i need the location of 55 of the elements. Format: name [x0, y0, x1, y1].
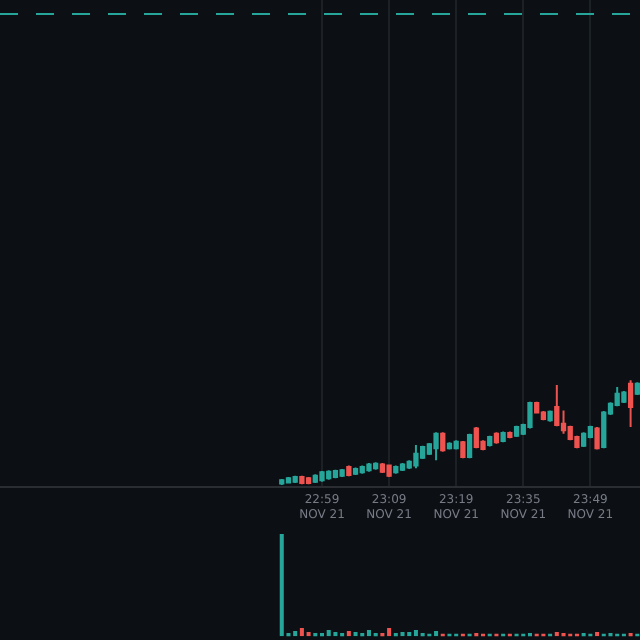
candlestick — [379, 462, 386, 474]
candlestick — [500, 430, 506, 444]
bar — [293, 631, 298, 637]
candlestick — [352, 466, 359, 475]
candlestick — [601, 410, 607, 450]
candlestick — [285, 476, 292, 484]
candlestick — [433, 431, 439, 462]
bar — [387, 627, 392, 637]
candlestick — [634, 381, 640, 396]
candlestick — [487, 434, 493, 448]
candlestick — [540, 410, 547, 422]
candlestick — [359, 464, 365, 475]
candlestick — [312, 473, 318, 484]
candlestick — [319, 469, 325, 483]
candlestick — [507, 430, 513, 440]
candlestick — [420, 444, 426, 461]
bar — [413, 630, 418, 637]
candlestick — [386, 463, 392, 479]
candlestick — [587, 424, 593, 440]
candlestick — [534, 400, 540, 415]
candlestick — [473, 426, 479, 450]
candlestick — [366, 462, 372, 473]
candlestick — [446, 441, 453, 450]
candlestick — [339, 467, 345, 479]
bar — [326, 630, 331, 637]
candlestick — [547, 409, 553, 423]
candlestick — [305, 477, 312, 486]
candlestick — [279, 478, 285, 486]
candlestick — [399, 462, 406, 472]
bar — [434, 631, 439, 637]
candlestick — [440, 431, 446, 453]
candlestick — [373, 461, 379, 470]
candlestick — [393, 464, 399, 475]
candlestick — [346, 464, 352, 478]
candlestick — [581, 431, 587, 448]
candlestick — [527, 400, 533, 430]
candlestick — [493, 431, 500, 445]
candlestick — [614, 386, 620, 408]
bar — [279, 533, 284, 637]
candlestick — [453, 439, 459, 451]
candlestick — [326, 469, 332, 481]
candlestick — [554, 384, 560, 428]
candlestick — [574, 434, 580, 450]
candlestick — [413, 444, 419, 470]
candlestick — [513, 424, 520, 438]
candlestick — [460, 440, 466, 460]
bar — [346, 631, 351, 637]
candlestick — [594, 426, 600, 451]
candlestick — [292, 474, 298, 483]
candlestick — [627, 379, 634, 429]
candlestick — [621, 390, 627, 405]
bar — [299, 627, 304, 637]
candlestick — [466, 432, 473, 460]
candlestick — [299, 474, 305, 486]
bar — [366, 630, 371, 637]
